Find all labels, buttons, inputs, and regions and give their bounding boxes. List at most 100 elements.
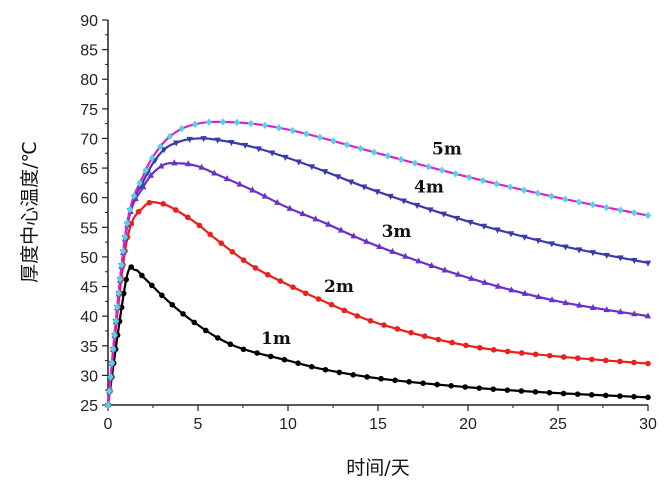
series-1m — [105, 264, 651, 408]
data-point — [281, 356, 288, 363]
data-point — [441, 266, 449, 273]
data-point — [617, 393, 623, 399]
data-point — [392, 377, 398, 384]
data-point — [534, 238, 542, 245]
data-point — [203, 327, 209, 334]
series-line — [106, 161, 649, 406]
data-point — [107, 373, 114, 381]
data-point — [282, 154, 289, 161]
data-point — [504, 348, 511, 355]
data-point — [644, 312, 652, 319]
data-point — [308, 164, 316, 171]
data-point — [387, 193, 394, 200]
data-point — [303, 130, 310, 138]
data-point — [249, 186, 256, 193]
data-point — [159, 292, 165, 299]
data-point — [120, 247, 127, 255]
data-point — [108, 359, 116, 367]
data-point — [233, 118, 241, 127]
x-tick-label: 30 — [639, 416, 657, 433]
x-tick-label: 10 — [279, 416, 297, 433]
data-point — [438, 166, 446, 175]
data-point — [589, 303, 597, 311]
data-point — [631, 310, 638, 317]
data-point — [548, 241, 555, 248]
data-point — [494, 282, 502, 289]
curve-label-5m: 5m — [432, 139, 462, 159]
data-point — [299, 210, 306, 217]
data-point — [185, 214, 191, 221]
data-point — [295, 360, 301, 367]
data-point — [247, 119, 255, 128]
data-point — [191, 319, 198, 326]
data-point — [645, 394, 651, 401]
data-point — [185, 160, 192, 167]
data-point — [128, 264, 135, 270]
data-point — [589, 201, 596, 209]
data-point — [406, 379, 412, 385]
data-point — [341, 307, 348, 314]
data-point — [198, 163, 205, 170]
x-tick-label: 20 — [459, 416, 477, 433]
data-point — [434, 381, 440, 388]
data-point — [631, 257, 638, 265]
data-point — [374, 189, 381, 196]
data-point — [425, 163, 432, 171]
data-point — [440, 211, 447, 218]
curve-label-1m: 1m — [261, 329, 291, 349]
data-point — [476, 385, 483, 391]
data-point — [110, 345, 117, 353]
data-point — [507, 183, 514, 191]
data-point — [421, 333, 428, 340]
data-point — [118, 261, 125, 269]
data-point — [347, 179, 355, 186]
data-point — [261, 192, 269, 199]
data-point — [321, 169, 329, 176]
data-point — [562, 195, 569, 203]
data-point — [267, 353, 274, 360]
data-point — [454, 270, 462, 277]
data-point — [264, 271, 271, 278]
data-point — [214, 137, 221, 144]
y-tick-label: 40 — [80, 309, 98, 326]
data-point — [453, 215, 461, 222]
data-point — [218, 240, 224, 246]
data-point — [546, 352, 553, 359]
data-point — [121, 233, 129, 241]
data-point — [494, 227, 501, 234]
data-point — [277, 278, 284, 284]
data-point — [617, 358, 623, 365]
data-point — [384, 152, 391, 160]
data-point — [229, 248, 236, 255]
series-3m — [104, 159, 652, 408]
data-point — [588, 392, 595, 398]
data-point — [589, 250, 597, 257]
data-point — [562, 244, 569, 251]
data-point — [370, 148, 378, 156]
curve-label-2m: 2m — [324, 277, 354, 297]
data-point — [337, 226, 345, 233]
data-point — [631, 393, 637, 400]
data-point — [521, 289, 529, 296]
data-point — [398, 155, 405, 164]
data-point — [462, 384, 468, 390]
data-point — [520, 186, 528, 194]
data-point — [166, 132, 174, 141]
data-point — [172, 207, 179, 213]
y-axis-title: 厚度中心温度/℃ — [19, 141, 41, 283]
data-point — [255, 146, 262, 153]
y-tick-label: 70 — [80, 131, 98, 148]
y-tick-label: 35 — [80, 339, 98, 356]
data-point — [325, 220, 332, 227]
data-point — [602, 392, 609, 399]
data-point — [518, 388, 525, 394]
x-tick-label: 5 — [194, 416, 203, 433]
data-point — [574, 355, 581, 362]
series-4m — [104, 136, 652, 409]
y-tick-label: 90 — [80, 13, 98, 30]
data-point — [413, 202, 421, 209]
data-point — [149, 282, 155, 289]
y-tick-label: 55 — [80, 220, 98, 237]
data-point — [240, 257, 247, 263]
